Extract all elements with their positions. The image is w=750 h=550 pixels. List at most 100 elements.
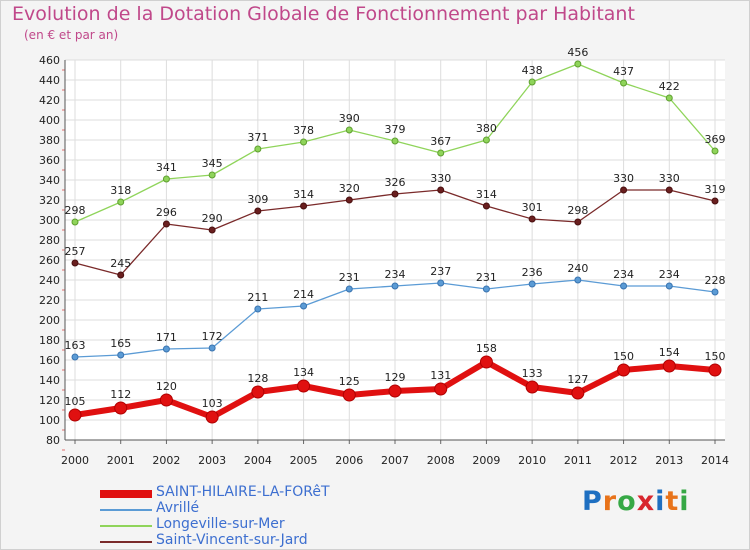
data-label: 127 (567, 373, 588, 386)
x-tick-label: 2010 (518, 454, 546, 467)
data-point (665, 282, 673, 290)
data-label: 341 (156, 161, 177, 174)
data-label: 257 (65, 245, 86, 258)
data-label: 133 (522, 367, 543, 380)
data-point (574, 218, 582, 226)
x-tick-label: 2004 (244, 454, 272, 467)
logo-letter: r (602, 486, 618, 517)
data-label: 112 (110, 388, 131, 401)
data-label: 158 (476, 342, 497, 355)
data-point (71, 259, 79, 267)
data-label: 314 (476, 188, 497, 201)
data-label: 456 (567, 46, 588, 59)
legend-label: Saint-Vincent-sur-Jard (156, 532, 308, 548)
y-tick-label: 160 (39, 354, 60, 367)
data-point (254, 145, 262, 153)
data-label: 234 (385, 268, 406, 281)
data-label: 437 (613, 65, 634, 78)
data-label: 296 (156, 206, 177, 219)
data-point (71, 353, 79, 361)
data-point (159, 393, 173, 407)
legend-swatch (100, 525, 152, 527)
data-label: 320 (339, 182, 360, 195)
data-label: 371 (247, 131, 268, 144)
x-tick-label: 2008 (427, 454, 455, 467)
x-tick-label: 2006 (335, 454, 363, 467)
data-label: 379 (385, 123, 406, 136)
y-tick-label: 280 (39, 234, 60, 247)
data-label: 390 (339, 112, 360, 125)
data-point (620, 79, 628, 87)
legend-swatch (100, 509, 152, 511)
line-chart: 80 100 120 140 160 180 200 220 240 260 280 300 320 34… (39, 46, 729, 467)
data-label: 165 (110, 337, 131, 350)
data-point (208, 226, 216, 234)
legend-swatch (100, 490, 152, 498)
data-point (300, 302, 308, 310)
y-tick-label: 360 (39, 154, 60, 167)
x-tick-label: 2005 (290, 454, 318, 467)
data-label: 236 (522, 266, 543, 279)
legend-item-saint-vincent[interactable]: Saint-Vincent-sur-Jard (100, 532, 360, 550)
data-point (571, 386, 585, 400)
y-tick-label: 300 (39, 214, 60, 227)
data-label: 234 (659, 268, 680, 281)
data-label: 290 (202, 212, 223, 225)
data-label: 234 (613, 268, 634, 281)
legend-item-avrille[interactable]: Avrillé (100, 500, 360, 518)
y-tick-label: 400 (39, 114, 60, 127)
data-label: 129 (385, 371, 406, 384)
legend-label: Longeville-sur-Mer (156, 516, 285, 532)
data-label: 378 (293, 124, 314, 137)
grid (65, 59, 725, 441)
data-point (574, 276, 582, 284)
data-point (711, 288, 719, 296)
data-point (162, 220, 170, 228)
data-label: 422 (659, 80, 680, 93)
x-tick-label: 2003 (198, 454, 226, 467)
data-point (434, 382, 448, 396)
data-labels: 298 318 341 345 371 378 390 379 367 380 438 456 437 4… (65, 46, 726, 410)
data-label: 211 (247, 291, 268, 304)
logo-letter: t (665, 486, 680, 517)
data-label: 103 (202, 397, 223, 410)
legend-item-longeville[interactable]: Longeville-sur-Mer (100, 516, 360, 534)
data-label: 298 (567, 204, 588, 217)
data-point (300, 138, 308, 146)
legend-item-saint-hilaire[interactable]: SAINT-HILAIRE-LA-FORêT (100, 484, 360, 502)
y-tick-label: 380 (39, 134, 60, 147)
data-point (665, 186, 673, 194)
y-tick-label: 260 (39, 254, 60, 267)
legend-swatch (100, 541, 152, 543)
x-tick-label: 2014 (701, 454, 729, 467)
data-point (208, 344, 216, 352)
data-point (162, 345, 170, 353)
data-label: 314 (293, 188, 314, 201)
data-point (254, 207, 262, 215)
data-label: 120 (156, 380, 177, 393)
data-point (162, 175, 170, 183)
data-label: 245 (110, 257, 131, 270)
logo-letter: i (655, 486, 666, 517)
data-point (574, 60, 582, 68)
data-label: 345 (202, 157, 223, 170)
data-point (620, 186, 628, 194)
data-label: 214 (293, 288, 314, 301)
axes: 80 100 120 140 160 180 200 220 240 260 280 300 320 34… (39, 54, 729, 467)
x-tick-label: 2001 (107, 454, 135, 467)
data-label: 172 (202, 330, 223, 343)
y-tick-label: 200 (39, 314, 60, 327)
data-point (528, 215, 536, 223)
data-label: 369 (705, 133, 726, 146)
y-tick-label: 320 (39, 194, 60, 207)
chart-subtitle: (en € et par an) (24, 28, 119, 42)
data-label: 330 (613, 172, 634, 185)
legend-label: SAINT-HILAIRE-LA-FORêT (156, 484, 330, 500)
x-tick-label: 2009 (472, 454, 500, 467)
data-point (117, 198, 125, 206)
data-label: 326 (385, 176, 406, 189)
data-label: 228 (705, 274, 726, 287)
data-label: 237 (430, 265, 451, 278)
data-label: 105 (65, 395, 86, 408)
data-label: 309 (247, 193, 268, 206)
